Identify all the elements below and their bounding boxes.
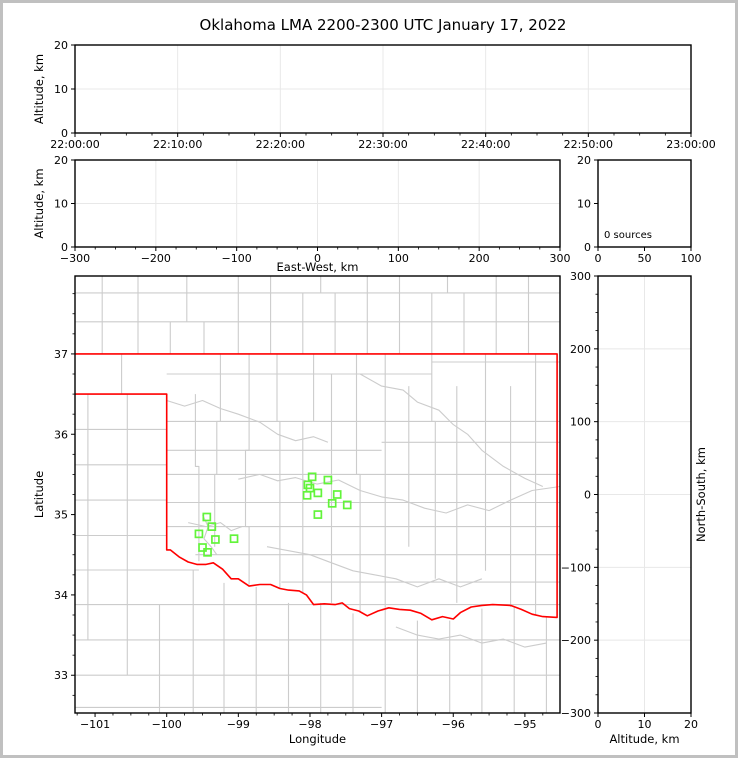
y-tick-label: 0 — [61, 241, 68, 254]
y-tick-label: −100 — [561, 561, 591, 574]
x-tick-label: 22:30:00 — [358, 138, 407, 151]
y-tick-label: 200 — [570, 343, 591, 356]
y-tick-label: 10 — [54, 83, 68, 96]
county-boundary-line — [359, 373, 544, 488]
y-axis-label: North-South, km — [694, 447, 708, 542]
panel-border — [597, 159, 692, 248]
county-boundary-line — [244, 353, 250, 585]
x-axis-label: Altitude, km — [609, 732, 679, 746]
y-axis-label: Altitude, km — [32, 168, 46, 238]
lma-station-marker — [342, 500, 352, 510]
x-tick-label: 200 — [469, 252, 490, 265]
y-tick-label: 34 — [54, 589, 68, 602]
panel-border — [597, 275, 692, 714]
x-tick-label: 50 — [638, 252, 652, 265]
altitude-histogram-panel: 0 50 100 0 10 20 0 sources — [577, 154, 702, 265]
x-tick-label: −96 — [442, 718, 465, 731]
panel-border — [74, 275, 561, 714]
y-axis-label: Altitude, km — [32, 54, 46, 124]
x-tick-label: 22:10:00 — [153, 138, 202, 151]
x-tick-label: −100 — [152, 718, 182, 731]
x-tick-label: 22:40:00 — [461, 138, 510, 151]
x-tick-label: 20 — [684, 718, 698, 731]
lma-station-marker — [194, 529, 204, 539]
y-tick-label: 20 — [577, 154, 591, 167]
county-boundary-line — [395, 626, 547, 648]
county-boundary-line — [194, 394, 200, 562]
x-tick-label: 22:00:00 — [50, 138, 99, 151]
county-boundary-line — [214, 353, 221, 547]
y-tick-label: 36 — [54, 428, 68, 441]
lma-stations — [194, 472, 352, 557]
lma-station-marker — [323, 475, 333, 485]
y-axis-label: Latitude — [32, 471, 46, 518]
x-tick-label: −300 — [60, 252, 90, 265]
county-boundary-line — [202, 514, 218, 556]
x-tick-label: −101 — [80, 718, 110, 731]
x-tick-label: 23:00:00 — [666, 138, 715, 151]
lma-station-marker — [327, 498, 337, 508]
county-boundary-line — [266, 546, 483, 588]
x-tick-label: 22:50:00 — [564, 138, 613, 151]
county-boundary-line — [166, 399, 329, 443]
y-tick-label: 20 — [54, 154, 68, 167]
y-tick-label: −200 — [561, 634, 591, 647]
x-tick-label: −95 — [513, 718, 536, 731]
x-tick-label: 10 — [638, 718, 652, 731]
lma-station-marker — [332, 490, 342, 499]
lma-station-marker — [302, 490, 312, 500]
x-tick-label: −97 — [370, 718, 393, 731]
x-axis-label: East-West, km — [277, 260, 359, 274]
y-tick-label: 37 — [54, 348, 68, 361]
lma-station-marker — [229, 534, 239, 544]
oklahoma-state-border — [75, 353, 558, 621]
lma-station-marker — [203, 547, 212, 557]
x-tick-label: 0 — [314, 252, 321, 265]
panel-border — [74, 44, 692, 134]
x-tick-label: 0 — [595, 718, 602, 731]
x-tick-label: 22:20:00 — [256, 138, 305, 151]
x-axis-label: Longitude — [289, 732, 346, 746]
plan-view-map-panel: −101 −100 −99 −98 −97 −96 −95 33 34 35 36 37 Longitu… — [32, 275, 561, 746]
county-boundary-line — [188, 522, 243, 532]
x-tick-label: −98 — [298, 718, 321, 731]
y-tick-label: 33 — [54, 669, 68, 682]
x-tick-label: 0 — [595, 252, 602, 265]
x-tick-label: −100 — [222, 252, 252, 265]
y-tick-label: 35 — [54, 509, 68, 522]
northsouth-altitude-panel: 0 10 20 −300 −200 −100 0 100 200 300 Altitude, km N… — [561, 270, 708, 746]
county-boundary-line — [276, 353, 281, 589]
county-boundary-line — [431, 353, 436, 579]
x-tick-label: 100 — [388, 252, 409, 265]
time-altitude-panel: 22:00:00 22:10:00 22:20:00 22:30:00 22:40:00… — [32, 39, 716, 151]
y-tick-label: 300 — [570, 270, 591, 283]
lma-station-marker — [313, 488, 323, 498]
lma-station-marker — [207, 522, 217, 531]
county-boundary-line — [238, 473, 561, 514]
lma-station-marker — [202, 512, 212, 522]
lma-station-marker — [313, 510, 323, 519]
y-tick-label: 10 — [54, 198, 68, 211]
y-tick-label: 0 — [584, 489, 591, 502]
x-tick-label: −99 — [227, 718, 250, 731]
y-tick-label: 0 — [584, 241, 591, 254]
eastwest-altitude-panel: −300 −200 −100 0 100 200 300 0 10 20 East-West, km… — [32, 154, 571, 274]
y-tick-label: 20 — [54, 39, 68, 52]
y-tick-label: 0 — [61, 127, 68, 140]
x-tick-label: 300 — [550, 252, 571, 265]
x-tick-label: 100 — [681, 252, 702, 265]
source-count-annotation: 0 sources — [604, 230, 652, 241]
map-layers — [75, 276, 561, 713]
lma-station-marker — [307, 472, 317, 482]
lma-station-marker — [211, 535, 220, 544]
y-tick-label: −300 — [561, 707, 591, 720]
x-tick-label: −200 — [141, 252, 171, 265]
panel-border — [74, 159, 561, 248]
y-tick-label: 10 — [577, 198, 591, 211]
figure-title: Oklahoma LMA 2200-2300 UTC January 17, 2… — [199, 16, 567, 34]
lma-station-marker — [198, 543, 207, 552]
y-tick-label: 100 — [570, 416, 591, 429]
